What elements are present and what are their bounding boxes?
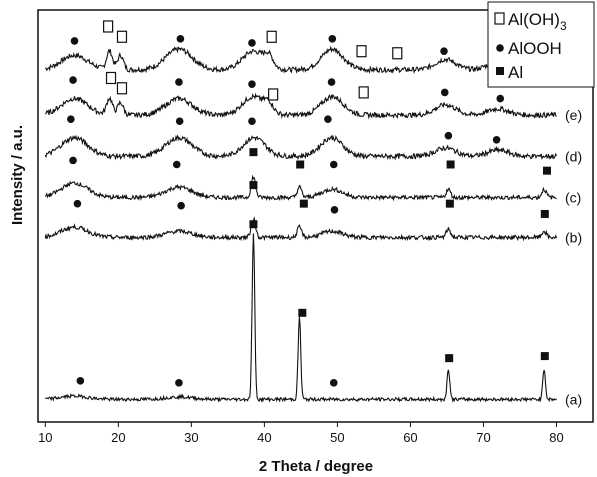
legend-marker-open-square <box>494 12 505 25</box>
legend: Al(OH)3 AlOOH Al <box>487 1 595 88</box>
marker-open-square-1-5 <box>268 88 279 101</box>
marker-open-square-0-8 <box>392 47 403 60</box>
marker-filled-circle-0-9 <box>440 47 448 55</box>
marker-filled-circle-1-9 <box>496 94 505 103</box>
plot-frame <box>37 9 594 423</box>
marker-open-square-0-7 <box>356 45 367 58</box>
marker-filled-circle-2-2 <box>248 117 256 126</box>
curve-label-2: (d) <box>565 148 582 164</box>
marker-filled-square-5-6 <box>540 352 549 361</box>
marker-open-square-0-2 <box>116 30 128 43</box>
marker-filled-square-4-5 <box>445 199 454 208</box>
marker-filled-circle-2-1 <box>175 117 184 126</box>
marker-filled-circle-1-4 <box>248 80 256 88</box>
x-tick-label-50: 50 <box>330 430 344 445</box>
marker-filled-circle-2-3 <box>324 115 332 123</box>
marker-filled-square-4-2 <box>249 181 258 190</box>
marker-filled-circle-5-1 <box>175 379 183 387</box>
x-tick-label-70: 70 <box>476 430 490 445</box>
legend-marker-filled-circle <box>496 44 504 52</box>
marker-filled-square-3-2 <box>249 148 258 157</box>
legend-label-al: Al <box>508 63 523 82</box>
curve-labels: (f)(e)(d)(c)(b)(a) <box>565 62 582 408</box>
marker-filled-square-3-5 <box>446 160 455 169</box>
curve-label-4: (b) <box>565 229 582 245</box>
marker-filled-circle-0-3 <box>176 35 185 43</box>
marker-filled-square-5-2 <box>249 220 258 229</box>
x-axis-title: 2 Theta / degree <box>259 458 373 475</box>
marker-filled-square-4-3 <box>299 199 308 208</box>
marker-open-square-1-2 <box>116 82 128 95</box>
series-line-4 <box>44 216 558 242</box>
marker-filled-circle-0-4 <box>248 39 256 47</box>
x-tick-label-30: 30 <box>184 430 198 445</box>
x-tick-label-60: 60 <box>403 430 417 445</box>
marker-open-square-0-5 <box>266 30 277 43</box>
series-line-2 <box>44 134 558 161</box>
marker-filled-circle-3-1 <box>172 160 181 169</box>
x-axis-ticks: 10 20 30 40 50 60 70 80 <box>38 422 564 445</box>
x-tick-label-80: 80 <box>549 430 563 445</box>
marker-filled-circle-4-0 <box>73 199 82 208</box>
legend-label-alooh: AlOOH <box>508 39 562 58</box>
curve-label-3: (c) <box>565 189 581 205</box>
marker-open-square-0-1 <box>103 20 114 33</box>
marker-open-square-1-1 <box>105 71 117 85</box>
marker-filled-square-3-6 <box>542 166 551 175</box>
marker-filled-circle-3-0 <box>69 156 77 165</box>
y-axis-title: Intensity / a.u. <box>9 125 26 225</box>
marker-filled-circle-5-4 <box>329 379 338 387</box>
legend-label-aloh3: Al(OH)3 <box>508 10 567 33</box>
marker-filled-circle-1-8 <box>440 88 449 97</box>
marker-filled-circle-1-6 <box>327 78 336 86</box>
marker-filled-circle-1-0 <box>69 76 77 84</box>
legend-box <box>487 1 595 88</box>
marker-filled-circle-2-0 <box>67 115 75 123</box>
marker-layer <box>67 20 551 387</box>
series-line-3 <box>44 174 557 202</box>
marker-filled-circle-0-6 <box>328 35 337 43</box>
marker-filled-circle-2-4 <box>444 131 453 140</box>
series-line-5 <box>44 233 557 403</box>
marker-filled-circle-4-1 <box>177 201 185 210</box>
x-tick-label-20: 20 <box>111 430 125 445</box>
marker-filled-square-5-5 <box>445 354 454 363</box>
marker-filled-circle-5-0 <box>76 377 85 385</box>
marker-filled-circle-2-5 <box>492 135 501 144</box>
marker-filled-circle-1-3 <box>175 78 183 86</box>
marker-filled-square-5-3 <box>298 308 307 317</box>
marker-open-square-1-7 <box>358 86 369 99</box>
series-layer <box>44 45 558 403</box>
x-tick-label-40: 40 <box>257 430 271 445</box>
x-tick-label-10: 10 <box>38 430 52 445</box>
marker-filled-circle-3-4 <box>329 160 338 169</box>
series-line-1 <box>44 92 557 120</box>
legend-marker-filled-square <box>496 67 504 75</box>
series-line-0 <box>44 45 558 75</box>
marker-filled-square-4-6 <box>540 209 549 218</box>
marker-filled-circle-4-4 <box>330 206 339 214</box>
curve-label-5: (a) <box>565 391 582 407</box>
marker-filled-square-3-3 <box>296 160 305 169</box>
marker-filled-circle-0-0 <box>70 37 79 45</box>
curve-label-1: (e) <box>565 107 582 123</box>
